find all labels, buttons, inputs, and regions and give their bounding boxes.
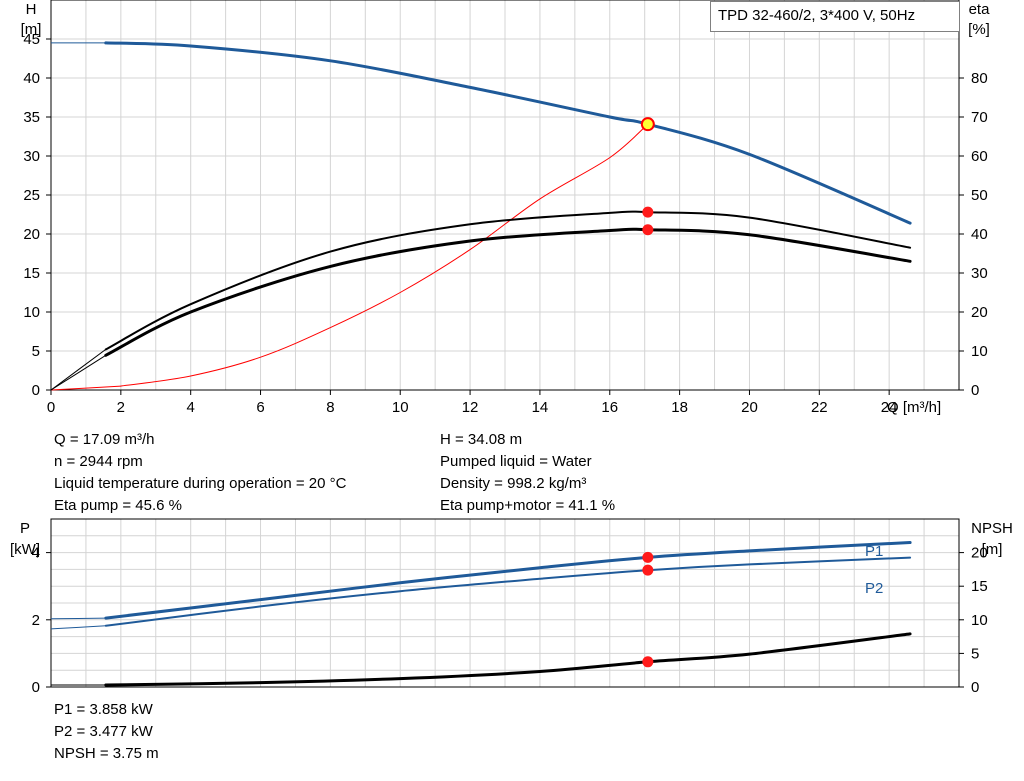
h-axis-unit: [m]: [21, 21, 42, 38]
npsh-axis-unit: [m]: [982, 541, 1003, 558]
head-readout: H = 34.08 m: [440, 431, 523, 448]
eta-pump-motor-curve: [104, 227, 912, 357]
duty-point-head: [640, 117, 655, 132]
y-right-tick-label: 40: [971, 226, 988, 243]
grid-top: [51, 0, 959, 390]
x-tick-label: 0: [47, 399, 55, 416]
y-right-tick-label: 20: [971, 304, 988, 321]
pumped-liquid-readout: Pumped liquid = Water: [440, 453, 592, 470]
y-right-tick-label: 10: [971, 343, 988, 360]
y-left-tick-label: 4: [32, 545, 40, 562]
p-axis-unit: [kW]: [10, 541, 40, 558]
x-tick-label: 12: [462, 399, 479, 416]
flow-readout: Q = 17.09 m³/h: [54, 431, 155, 448]
npsh-curve: [104, 632, 912, 687]
y-right-tick-label: 80: [971, 70, 988, 87]
duty-point-p1: [642, 551, 654, 563]
y-left-tick-label: 35: [23, 109, 40, 126]
y-left-tick-label: 30: [23, 148, 40, 165]
liquid-temperature-readout: Liquid temperature during operation = 20…: [54, 475, 347, 492]
p2-curve-label: P2: [865, 580, 883, 597]
y-right-tick-label: 0: [971, 382, 979, 399]
p1-curve-extension: [50, 617, 106, 620]
curves: [50, 41, 912, 687]
y-left-tick-label: 45: [23, 31, 40, 48]
x-tick-label: 18: [671, 399, 688, 416]
info-right: H = 34.08 m Pumped liquid = Water Densit…: [440, 429, 615, 517]
y-right-tick-label: 20: [971, 545, 988, 562]
npsh-axis-title: NPSH: [971, 520, 1013, 537]
y-left-tick-label: 0: [32, 382, 40, 399]
eta-pump-motor-curve-extension: [50, 354, 107, 391]
y-right-tick-label: 10: [971, 612, 988, 629]
p2-curve: [104, 556, 912, 627]
x-tick-label: 22: [811, 399, 828, 416]
y-right-tick-label: 30: [971, 265, 988, 282]
duty-point-npsh: [642, 656, 654, 668]
p2-curve-extension: [50, 625, 106, 630]
eta-axis-title: eta: [969, 1, 991, 18]
y-right-tick-label: 70: [971, 109, 988, 126]
y-left-tick-label: 10: [23, 304, 40, 321]
plot-frame-bottom: [50, 518, 960, 688]
x-tick-label: 14: [532, 399, 549, 416]
eta-axis-unit: [%]: [968, 21, 990, 38]
info-bottom: P1 = 3.858 kW P2 = 3.477 kW NPSH = 3.75 …: [54, 699, 159, 765]
system-curve-extension: [50, 385, 121, 391]
duty-point-eta-pump: [642, 206, 654, 218]
y-left-tick-label: 40: [23, 70, 40, 87]
pump-legend: TPD 32-460/2, 3*400 V, 50Hz: [710, 1, 960, 32]
q-axis-title: Q [m³/h]: [887, 399, 941, 416]
y-left-tick-label: 20: [23, 226, 40, 243]
p1-curve: [104, 541, 912, 620]
p1-readout: P1 = 3.858 kW: [54, 701, 153, 718]
x-tick-label: 24: [881, 399, 898, 416]
y-right-tick-label: 0: [971, 679, 979, 696]
y-left-tick-label: 5: [32, 343, 40, 360]
grid-bottom: [51, 519, 959, 687]
y-left-tick-label: 0: [32, 679, 40, 696]
eta-pump-curve: [104, 210, 912, 351]
density-readout: Density = 998.2 kg/m³: [440, 475, 587, 492]
system-curve: [120, 123, 649, 387]
info-left: Q = 17.09 m³/h n = 2944 rpm Liquid tempe…: [54, 429, 346, 517]
speed-readout: n = 2944 rpm: [54, 453, 143, 470]
x-tick-label: 8: [326, 399, 334, 416]
y-left-tick-label: 2: [32, 612, 40, 629]
duty-point-p2: [642, 564, 654, 576]
x-tick-label: 10: [392, 399, 409, 416]
x-tick-label: 4: [187, 399, 195, 416]
duty-point-eta-pump-motor: [642, 224, 654, 236]
x-tick-label: 6: [256, 399, 264, 416]
eta-pump-motor-readout: Eta pump+motor = 41.1 %: [440, 497, 616, 514]
axis-ticks: 0 2 4 6 8 10 12 14 16 18 20 22 240510152025303540450…: [23, 31, 987, 696]
y-right-tick-label: 50: [971, 187, 988, 204]
head-curve: [104, 41, 912, 225]
p2-readout: P2 = 3.477 kW: [54, 723, 153, 740]
y-right-tick-label: 5: [971, 645, 979, 662]
eta-pump-curve-extension: [50, 348, 107, 391]
p1-curve-label: P1: [865, 543, 883, 560]
y-left-tick-label: 25: [23, 187, 40, 204]
eta-pump-readout: Eta pump = 45.6 %: [54, 497, 182, 514]
x-tick-label: 20: [741, 399, 758, 416]
x-tick-label: 2: [117, 399, 125, 416]
npsh-readout: NPSH = 3.75 m: [54, 745, 159, 762]
y-right-tick-label: 15: [971, 578, 988, 595]
y-left-tick-label: 15: [23, 265, 40, 282]
x-tick-label: 16: [601, 399, 618, 416]
operating-points: [640, 117, 655, 668]
p-axis-title: P: [20, 520, 30, 537]
h-axis-title: H: [26, 1, 37, 18]
y-right-tick-label: 60: [971, 148, 988, 165]
